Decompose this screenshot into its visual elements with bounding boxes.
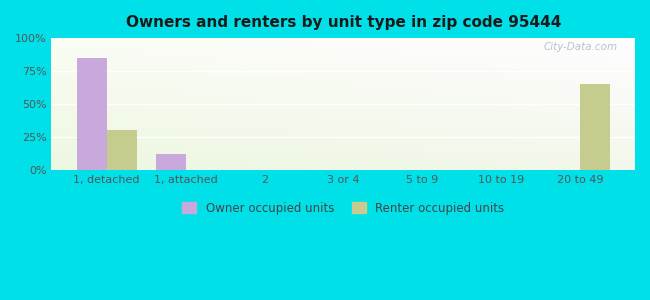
Bar: [155, 154, 185, 170]
Bar: [77, 58, 107, 170]
Bar: [580, 84, 610, 170]
Title: Owners and renters by unit type in zip code 95444: Owners and renters by unit type in zip c…: [125, 15, 561, 30]
Legend: Owner occupied units, Renter occupied units: Owner occupied units, Renter occupied un…: [177, 197, 509, 219]
Bar: [107, 130, 136, 170]
Text: City-Data.com: City-Data.com: [543, 42, 618, 52]
